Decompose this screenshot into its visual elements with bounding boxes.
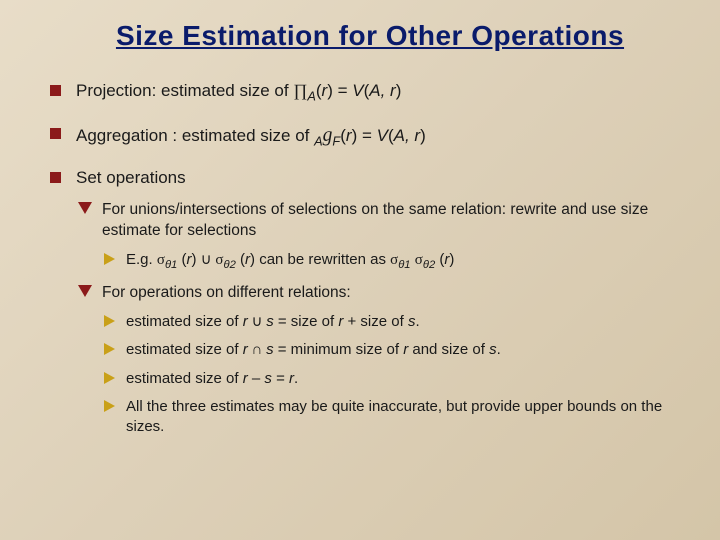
sigma-symbol: σ	[157, 252, 165, 268]
sigma-symbol: σ	[415, 252, 423, 268]
text: =	[272, 370, 289, 387]
text: (	[435, 251, 444, 268]
var-s: s	[266, 341, 274, 358]
bullet-aggregation: Aggregation : estimated size of AgF(r) =…	[50, 123, 690, 150]
text: .	[294, 370, 298, 387]
example-rewrite: E.g. σθ1 (r) ∪ σθ2 (r) can be rewritten …	[102, 250, 690, 273]
text: All the three estimates may be quite ina…	[126, 398, 662, 435]
est-union: estimated size of r ∪ s = size of r + si…	[102, 312, 690, 332]
text: Projection: estimated size of	[76, 81, 293, 100]
sub-theta: θ1	[398, 259, 410, 271]
text: (	[177, 251, 186, 268]
text: (	[236, 251, 245, 268]
text: ) can be rewritten as	[250, 251, 390, 268]
g-symbol: g	[323, 125, 333, 146]
pi-symbol: ∏	[293, 81, 307, 100]
text: )	[192, 251, 201, 268]
var-s: s	[264, 370, 272, 387]
cap-symbol: ∩	[248, 342, 266, 358]
sub-a: A	[314, 133, 323, 148]
sub-theta: θ2	[423, 259, 435, 271]
sub-list: For unions/intersections of selections o…	[76, 200, 690, 437]
text: ) =	[327, 81, 352, 100]
cup-symbol: ∪	[248, 314, 266, 330]
sub-a: A	[307, 88, 316, 103]
text: = minimum size of	[274, 341, 404, 358]
text: E.g.	[126, 251, 157, 268]
var-v: V	[377, 126, 388, 145]
var-s: s	[266, 313, 274, 330]
bullet-setops: Set operations For unions/intersections …	[50, 167, 690, 437]
text: + size of	[343, 313, 408, 330]
sub-unions-intersections: For unions/intersections of selections o…	[76, 200, 690, 273]
slide-title: Size Estimation for Other Operations	[50, 20, 690, 52]
text: = size of	[274, 313, 339, 330]
subsub-list: E.g. σθ1 (r) ∪ σθ2 (r) can be rewritten …	[102, 250, 690, 273]
sub-different-relations: For operations on different relations: e…	[76, 283, 690, 437]
sigma-symbol: σ	[390, 252, 398, 268]
cup-symbol: ∪	[201, 252, 212, 268]
text: estimated size of	[126, 341, 243, 358]
text: estimated size of	[126, 313, 243, 330]
main-list: Projection: estimated size of ∏A(r) = V(…	[50, 80, 690, 437]
text: )	[420, 126, 426, 145]
text: Aggregation : estimated size of	[76, 126, 314, 145]
text: For operations on different relations:	[102, 284, 351, 301]
var-ar: A, r	[394, 126, 420, 145]
sub-theta: θ1	[165, 259, 177, 271]
caveat: All the three estimates may be quite ina…	[102, 397, 690, 438]
bullet-projection: Projection: estimated size of ∏A(r) = V(…	[50, 80, 690, 105]
text: and size of	[408, 341, 489, 358]
text: estimated size of	[126, 370, 243, 387]
text: .	[497, 341, 501, 358]
var-v: V	[352, 81, 363, 100]
text: ) =	[352, 126, 377, 145]
var-s: s	[489, 341, 497, 358]
title-text: Size Estimation for Other Operations	[116, 20, 624, 51]
text: For unions/intersections of selections o…	[102, 201, 648, 239]
text: )	[396, 81, 402, 100]
text: .	[415, 313, 419, 330]
sigma-symbol: σ	[212, 252, 224, 268]
est-difference: estimated size of r – s = r.	[102, 369, 690, 389]
text: )	[449, 251, 454, 268]
text: Set operations	[76, 168, 186, 187]
est-intersection: estimated size of r ∩ s = minimum size o…	[102, 340, 690, 360]
subsub-list: estimated size of r ∪ s = size of r + si…	[102, 312, 690, 437]
var-ar: A, r	[369, 81, 395, 100]
sub-theta: θ2	[224, 259, 236, 271]
minus-symbol: –	[248, 370, 265, 387]
